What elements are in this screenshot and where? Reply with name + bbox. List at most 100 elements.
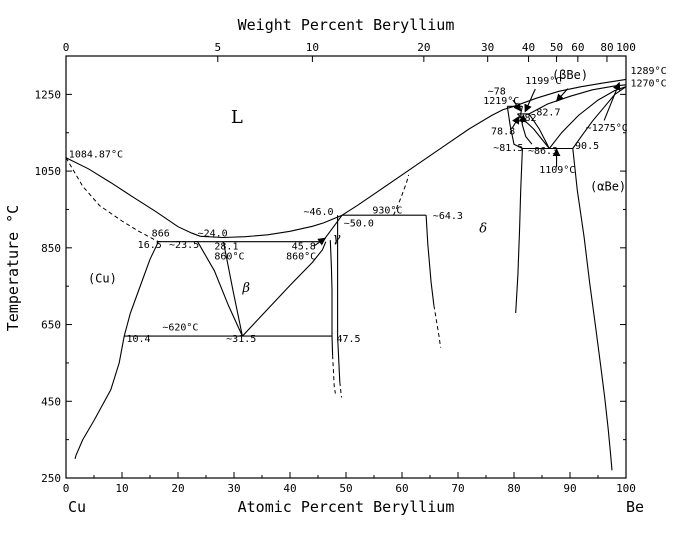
phase-label: (αBe) bbox=[590, 179, 626, 193]
annotation-label: 78.8 bbox=[491, 127, 515, 138]
phase-boundary-17 bbox=[433, 305, 442, 348]
phase-label: β bbox=[242, 281, 251, 296]
phase-boundary-16 bbox=[425, 215, 435, 306]
x-tick-label: 30 bbox=[227, 482, 240, 495]
annotation-arrow-7 bbox=[603, 81, 621, 121]
annotation-arrow-4 bbox=[511, 115, 520, 130]
top-tick-label: 100 bbox=[616, 41, 636, 54]
top-tick-label: 50 bbox=[550, 41, 563, 54]
annotation-arrow-2 bbox=[524, 88, 536, 113]
phase-boundary-27 bbox=[513, 78, 627, 107]
top-tick-label: 80 bbox=[600, 41, 613, 54]
annotation-label: ~620°C bbox=[162, 322, 198, 333]
top-tick-label: 30 bbox=[481, 41, 494, 54]
x-tick-label: 70 bbox=[451, 482, 464, 495]
phase-boundary-18 bbox=[393, 174, 410, 216]
annotation-label: ~86.3 bbox=[528, 146, 558, 157]
annotation-label: 1219°C bbox=[483, 96, 519, 107]
plot-frame bbox=[65, 55, 627, 479]
annotation-label: 47.5 bbox=[336, 334, 360, 345]
left-element-label: Cu bbox=[68, 498, 86, 516]
phase-boundary-30 bbox=[572, 148, 613, 471]
top-axis-title: Weight Percent Beryllium bbox=[238, 16, 455, 34]
phase-boundary-15 bbox=[339, 382, 342, 398]
phase-boundary-9 bbox=[197, 241, 243, 337]
phase-boundary-29 bbox=[572, 86, 627, 149]
phase-boundary-1 bbox=[200, 214, 343, 239]
axis-ticks: 0 10 20 30 40 50 60 70 80 90 100250450650850105012… bbox=[35, 41, 636, 495]
x-tick-label: 20 bbox=[171, 482, 184, 495]
phase-boundary-14 bbox=[337, 215, 341, 383]
y-tick-label: 450 bbox=[41, 395, 61, 408]
phase-label: (βBe) bbox=[552, 68, 588, 82]
annotation-label: 930°C bbox=[372, 205, 402, 216]
annotation-label: 1084.87°C bbox=[69, 150, 123, 161]
annotation-label: 10.4 bbox=[126, 334, 150, 345]
phase-label: (Cu) bbox=[88, 271, 117, 285]
phase-label: δ bbox=[479, 221, 487, 236]
top-tick-label: 60 bbox=[571, 41, 584, 54]
annotation-label: 28.1 bbox=[214, 242, 238, 253]
phase-boundary-0 bbox=[65, 157, 201, 237]
annotation-label: ~23.5 bbox=[169, 240, 199, 251]
x-tick-label: 100 bbox=[616, 482, 636, 495]
x-tick-label: 60 bbox=[395, 482, 408, 495]
phase-labels: L (Cu) β γ δ (βBe) (αBe) bbox=[88, 68, 626, 296]
x-tick-label: 40 bbox=[283, 482, 296, 495]
phase-label: L bbox=[231, 107, 243, 128]
y-axis-title: Temperature °C bbox=[4, 205, 22, 331]
y-tick-label: 1050 bbox=[35, 165, 62, 178]
y-tick-label: 650 bbox=[41, 319, 61, 332]
phase-boundaries bbox=[65, 78, 627, 471]
annotation-label: 45.8 bbox=[292, 242, 316, 253]
top-tick-label: 10 bbox=[306, 41, 319, 54]
x-tick-label: 0 bbox=[63, 482, 70, 495]
phase-boundary-6 bbox=[322, 214, 427, 243]
right-element-label: Be bbox=[626, 498, 644, 516]
annotation-label: ~1275°C bbox=[586, 123, 628, 134]
phase-boundary-3 bbox=[65, 157, 159, 243]
annotation-label: 16.5 bbox=[138, 240, 162, 251]
annotation-label: 860°C bbox=[286, 251, 316, 262]
x-tick-label: 80 bbox=[507, 482, 520, 495]
annotation-label: 82.7 bbox=[536, 107, 560, 118]
annotation-label: ~50.0 bbox=[344, 219, 374, 230]
x-tick-label: 90 bbox=[563, 482, 576, 495]
annotation-label: ~82 bbox=[518, 113, 536, 124]
annotation-label: ~31.5 bbox=[226, 334, 256, 345]
annotation-label: ~64.3 bbox=[433, 211, 463, 222]
annotation-label: 1109°C bbox=[539, 165, 575, 176]
annotation-label: ~78 bbox=[488, 86, 506, 97]
phase-label: γ bbox=[333, 231, 341, 246]
x-tick-label: 10 bbox=[115, 482, 128, 495]
y-tick-label: 850 bbox=[41, 242, 61, 255]
annotation-label: ~81.5 bbox=[493, 143, 523, 154]
phase-boundary-22 bbox=[506, 106, 523, 314]
phase-boundary-2 bbox=[341, 105, 515, 216]
top-tick-label: 0 bbox=[63, 41, 70, 54]
phase-boundary-12 bbox=[329, 240, 334, 356]
y-tick-label: 1250 bbox=[35, 88, 62, 101]
annotation-label: ~24.0 bbox=[198, 228, 228, 239]
top-tick-label: 20 bbox=[417, 41, 430, 54]
annotation-arrow-3 bbox=[555, 88, 569, 103]
annotation-label: 90.5 bbox=[575, 141, 599, 152]
annotation-arrows bbox=[313, 81, 621, 247]
phase-boundary-11 bbox=[241, 241, 327, 337]
y-tick-label: 250 bbox=[41, 472, 61, 485]
top-tick-label: 40 bbox=[522, 41, 535, 54]
annotation-label: ~46.0 bbox=[303, 207, 333, 218]
annotation-label: 1199°C bbox=[525, 76, 561, 87]
phase-boundary-25 bbox=[528, 113, 550, 149]
annotation-label: 1270°C bbox=[630, 79, 666, 90]
x-tick-label: 50 bbox=[339, 482, 352, 495]
annotation-label: 860°C bbox=[214, 251, 244, 262]
x-axis-title: Atomic Percent Beryllium bbox=[238, 498, 455, 516]
annotation-arrow-5 bbox=[518, 114, 527, 124]
annotation-arrow-1 bbox=[512, 99, 522, 112]
phase-boundary-10 bbox=[222, 241, 243, 337]
annotation-arrow-0 bbox=[313, 237, 327, 247]
phase-boundary-13 bbox=[332, 355, 336, 394]
